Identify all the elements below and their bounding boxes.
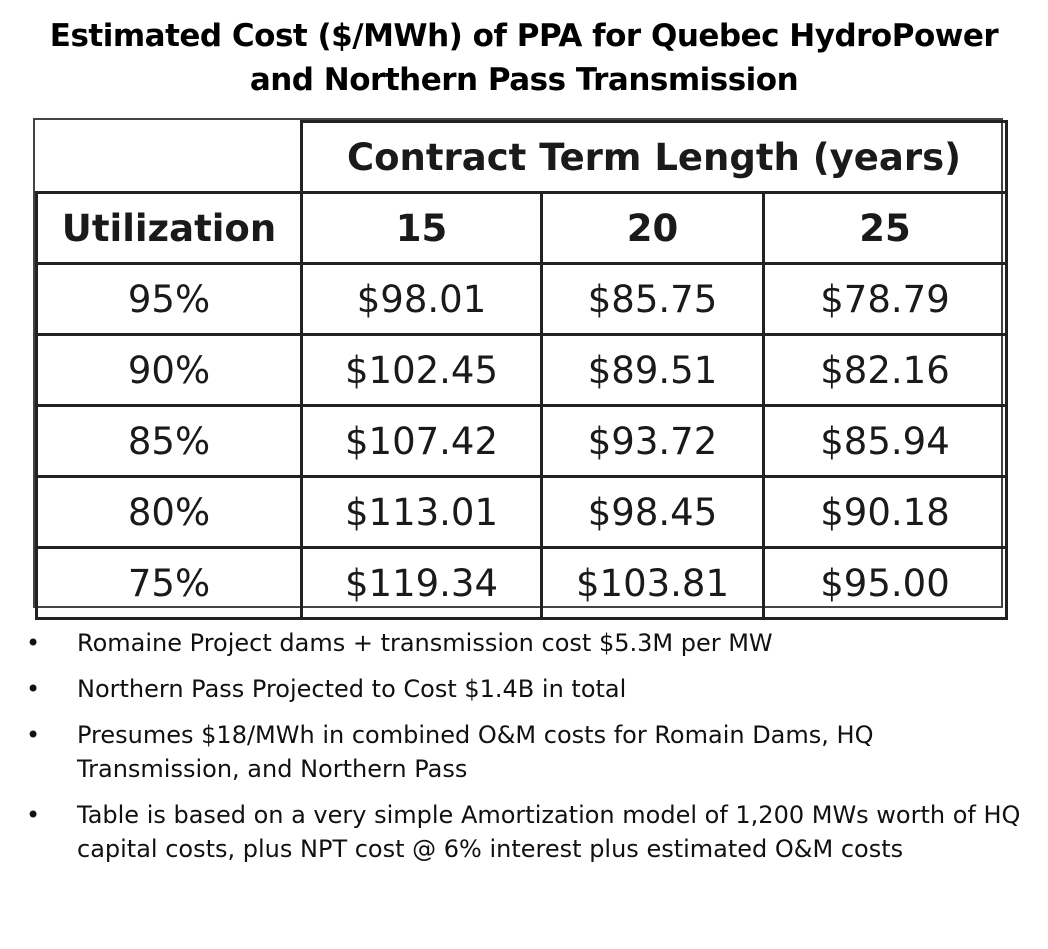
cost-cell: $90.18 [762,475,1008,549]
cost-cell: $107.42 [300,404,543,478]
list-item: • Romaine Project dams + transmission co… [20,626,1030,660]
bullet-icon: • [26,721,41,749]
utilization-header: Utilization [35,191,303,265]
list-item: • Northern Pass Projected to Cost $1.4B … [20,672,1030,706]
utilization-cell: 80% [35,475,303,549]
note-text: Romaine Project dams + transmission cost… [77,629,773,657]
column-header: 20 [540,191,765,265]
bullet-icon: • [26,629,41,657]
table-row: 80% $113.01 $98.45 $90.18 [35,475,1008,549]
utilization-cell: 90% [35,333,303,407]
bullet-icon: • [26,801,41,829]
title-line-1: Estimated Cost ($/MWh) of PPA for Quebec… [49,18,999,54]
page-title: Estimated Cost ($/MWh) of PPA for Quebec… [0,14,1048,102]
table-column-header-row: Utilization 15 20 25 [35,191,1008,265]
cost-cell: $85.75 [540,262,765,336]
table-row: 85% $107.42 $93.72 $85.94 [35,404,1008,478]
table-group-header-row: Contract Term Length (years) [36,120,1008,194]
table-row: 75% $119.34 $103.81 $95.00 [35,546,1008,620]
cost-cell: $113.01 [300,475,543,549]
cost-cell: $119.34 [300,546,543,620]
list-item: • Presumes $18/MWh in combined O&M costs… [20,718,1030,786]
title-line-2: and Northern Pass Transmission [249,62,799,98]
cost-table: Contract Term Length (years) Utilization… [35,120,1008,620]
cost-cell: $95.00 [762,546,1008,620]
utilization-cell: 95% [35,262,303,336]
utilization-cell: 85% [35,404,303,478]
bullet-icon: • [26,675,41,703]
cost-cell: $82.16 [762,333,1008,407]
cost-cell: $103.81 [540,546,765,620]
list-item: • Table is based on a very simple Amorti… [20,798,1030,866]
cost-cell: $93.72 [540,404,765,478]
note-text: Table is based on a very simple Amortiza… [77,801,1021,863]
notes-list: • Romaine Project dams + transmission co… [20,626,1030,878]
cost-cell: $102.45 [300,333,543,407]
cost-cell: $98.45 [540,475,765,549]
contract-term-header: Contract Term Length (years) [300,120,1008,194]
cost-cell: $78.79 [762,262,1008,336]
table-row: 95% $98.01 $85.75 $78.79 [35,262,1008,336]
cost-table-container: Contract Term Length (years) Utilization… [33,118,1008,620]
note-text: Northern Pass Projected to Cost $1.4B in… [77,675,627,703]
table-corner-cell [36,121,303,194]
cost-cell: $85.94 [762,404,1008,478]
cost-cell: $98.01 [300,262,543,336]
utilization-cell: 75% [35,546,303,620]
column-header: 15 [300,191,543,265]
note-text: Presumes $18/MWh in combined O&M costs f… [77,721,874,783]
column-header: 25 [762,191,1008,265]
table-row: 90% $102.45 $89.51 $82.16 [35,333,1008,407]
cost-cell: $89.51 [540,333,765,407]
